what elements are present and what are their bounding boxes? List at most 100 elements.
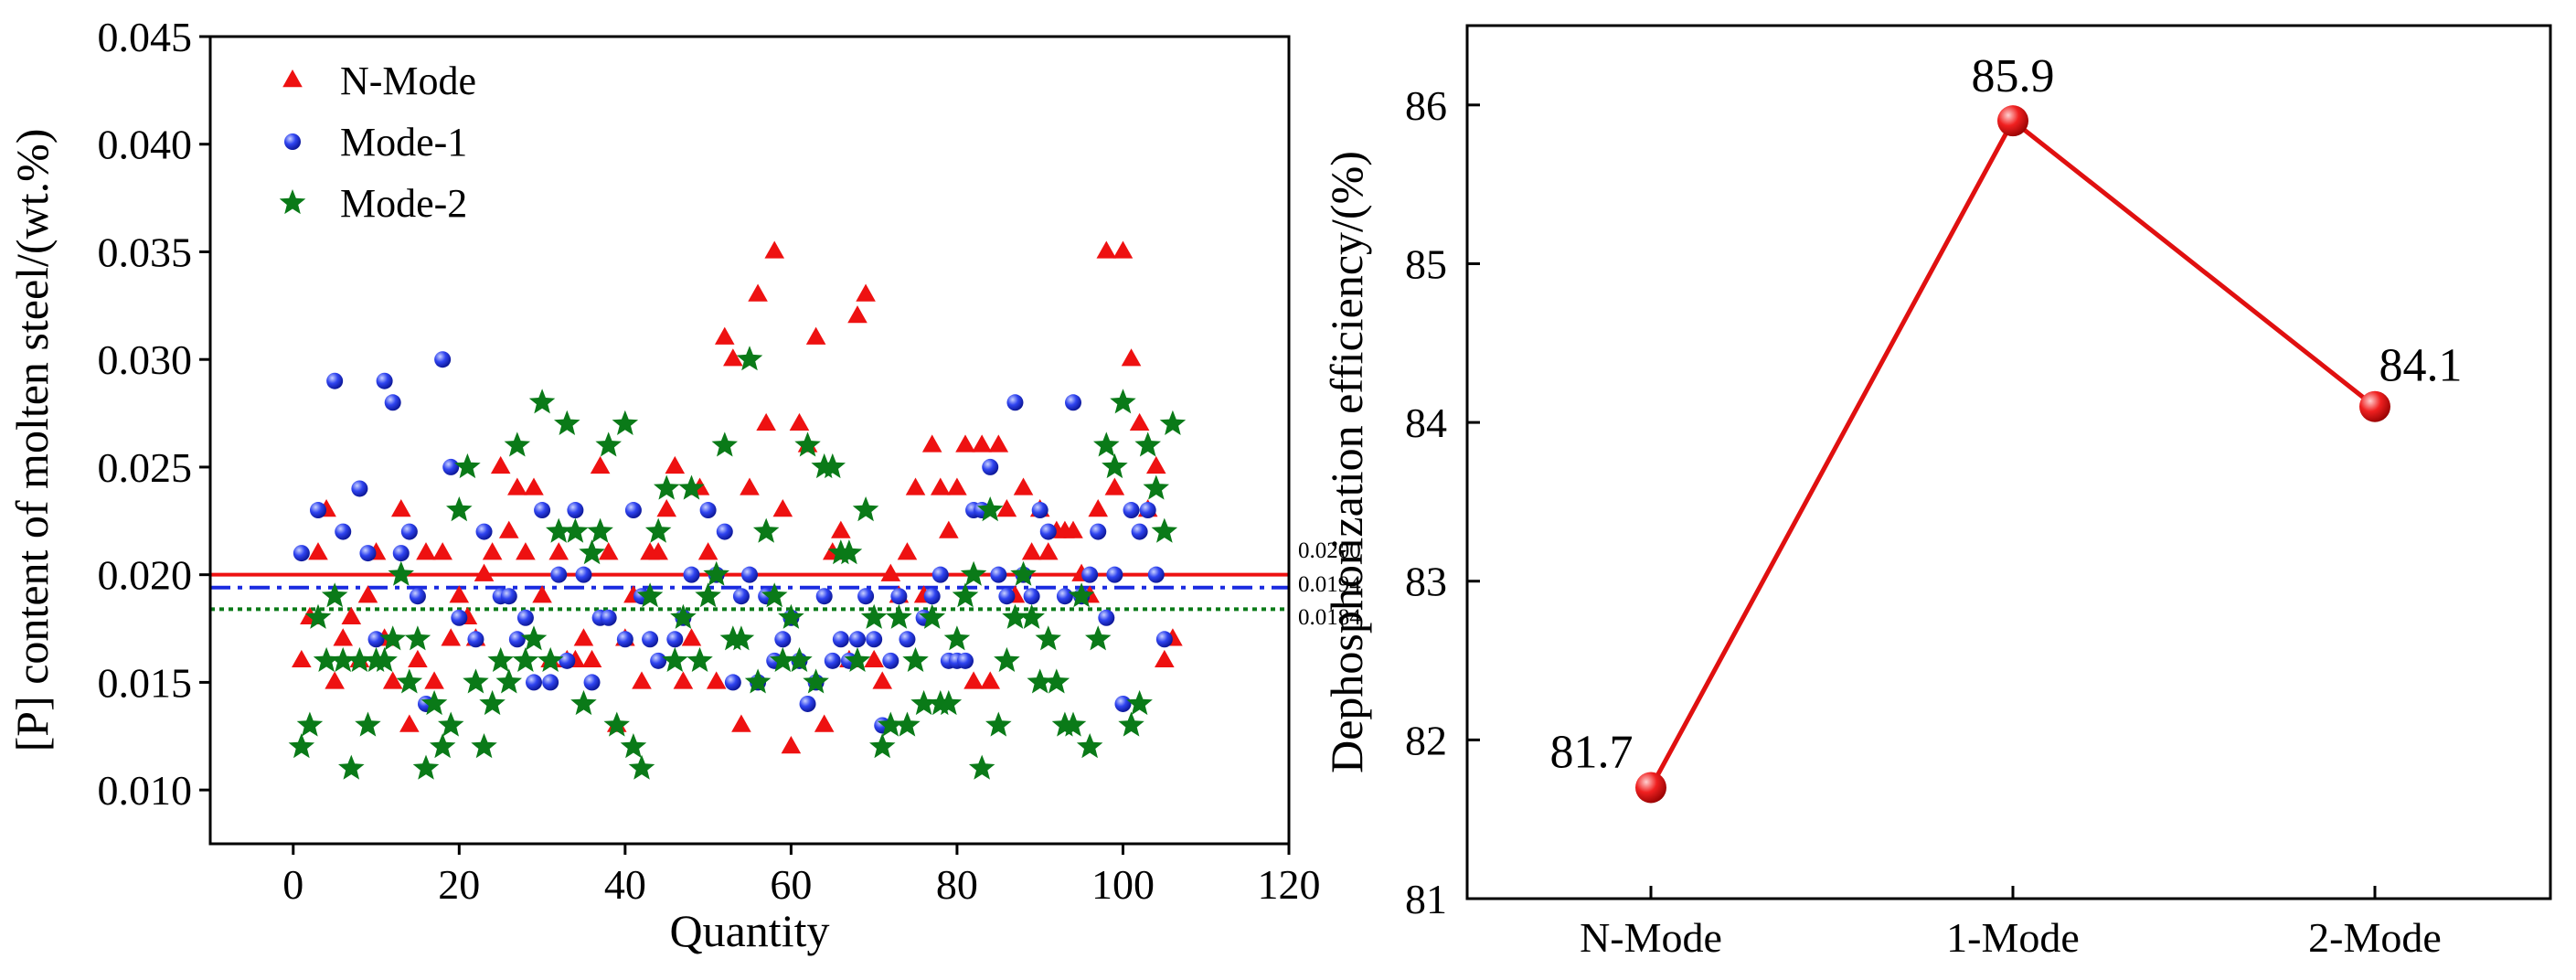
plot-frame: [1465, 24, 2552, 900]
data-point: [636, 582, 664, 608]
data-point: [980, 671, 1001, 689]
data-point: [516, 542, 536, 560]
data-point: [963, 671, 984, 689]
data-point: [919, 603, 945, 629]
data-point: [673, 671, 694, 689]
data-point: [761, 582, 788, 608]
legend-label: Mode-1: [340, 120, 467, 165]
data-point: [442, 458, 460, 475]
data-point: [404, 625, 431, 651]
data-point: [744, 668, 772, 694]
data-point: [1118, 711, 1144, 737]
data-point: [434, 351, 452, 368]
data-point: [310, 502, 326, 519]
x-tick-label: N-Mode: [1580, 914, 1722, 961]
data-point: [990, 566, 1007, 583]
y-axis-ticks: 81 82 83 84 85 86: [1405, 82, 1480, 922]
data-point: [1039, 523, 1057, 540]
efficiency-series: 81.7 85.9 84.1: [1550, 50, 2463, 804]
data-point: [341, 606, 362, 624]
scatter-chart: 0 20 40 60 80 100 120 0.010 0.015 0.020 0.025 0.03…: [6, 14, 1361, 956]
data-point: [474, 563, 495, 581]
data-point: [968, 754, 995, 780]
data-point: [852, 496, 879, 522]
data-point: [756, 412, 776, 431]
data-point: [308, 542, 328, 560]
data-point: [982, 458, 999, 475]
data-point: [355, 711, 381, 737]
data-point: [703, 560, 729, 586]
data-point: [546, 517, 572, 543]
data-point: [399, 714, 420, 732]
data-point: [1021, 542, 1042, 560]
data-point: [583, 674, 601, 691]
data-point: [325, 671, 345, 689]
y-tick-label: 0.045: [98, 14, 193, 60]
data-point: [441, 628, 462, 646]
legend-label: N-Mode: [340, 59, 476, 103]
data-point: [844, 646, 871, 672]
data-point: [878, 711, 904, 737]
data-point: [1131, 523, 1148, 540]
reference-line-labels: 0.0200 0.0194 0.0184: [1298, 538, 1361, 630]
data-point: [977, 496, 1004, 522]
data-point: [724, 674, 741, 691]
data-point: [1121, 348, 1142, 367]
data-point: [894, 711, 921, 737]
data-point: [475, 523, 493, 540]
x-tick-label: 20: [438, 861, 480, 908]
data-point: [957, 652, 974, 669]
data-point: [781, 736, 802, 754]
data-point: [921, 434, 942, 453]
data-point: [1096, 240, 1117, 259]
data-point: [847, 305, 868, 324]
data-point: [803, 668, 829, 694]
data-point: [379, 625, 406, 651]
y-tick-label: 85: [1405, 240, 1447, 287]
data-point: [1151, 517, 1178, 543]
data-point: [732, 588, 750, 605]
data-point: [1093, 431, 1120, 457]
data-point: [590, 455, 611, 474]
data-point: [412, 754, 440, 780]
series-line: [1648, 117, 2377, 789]
data-point: [741, 566, 758, 583]
data-point: [1139, 502, 1156, 519]
data-point: [1085, 625, 1112, 651]
data-point: [814, 714, 835, 732]
data-point: [681, 628, 702, 646]
x-axis-label: Quantity: [670, 905, 830, 956]
data-point: [416, 542, 436, 560]
data-point: [849, 631, 866, 648]
data-point: [449, 585, 470, 603]
data-point: [628, 754, 655, 780]
data-point: [736, 346, 763, 371]
data-point: [575, 566, 592, 583]
data-point: [764, 240, 785, 259]
data-point: [438, 711, 464, 737]
data-point: [408, 649, 428, 668]
data-point: [805, 326, 826, 345]
x-tick-label: 1-Mode: [1946, 914, 2080, 961]
data-point: [923, 588, 941, 605]
data-point: [390, 499, 411, 517]
data-point: [1635, 772, 1666, 804]
data-point: [432, 542, 452, 560]
x-tick-label: 2-Mode: [2308, 914, 2442, 961]
data-point: [330, 646, 357, 672]
data-point: [772, 499, 793, 517]
legend-item: Mode-1: [284, 120, 467, 165]
y-tick-label: 84: [1405, 399, 1447, 446]
y-axis-ticks: 0.010 0.015 0.020 0.025 0.030 0.035 0.040 0.045: [98, 14, 210, 814]
data-point: [1143, 474, 1169, 500]
data-point: [446, 496, 473, 522]
data-point: [632, 671, 652, 689]
scatter-points: [288, 240, 1187, 780]
data-point: [357, 585, 378, 603]
data-point: [890, 588, 908, 605]
data-point: [1098, 609, 1115, 626]
data-point: [579, 539, 605, 565]
data-point: [554, 410, 580, 435]
legend-item: N-Mode: [282, 59, 476, 103]
data-point: [770, 646, 796, 672]
